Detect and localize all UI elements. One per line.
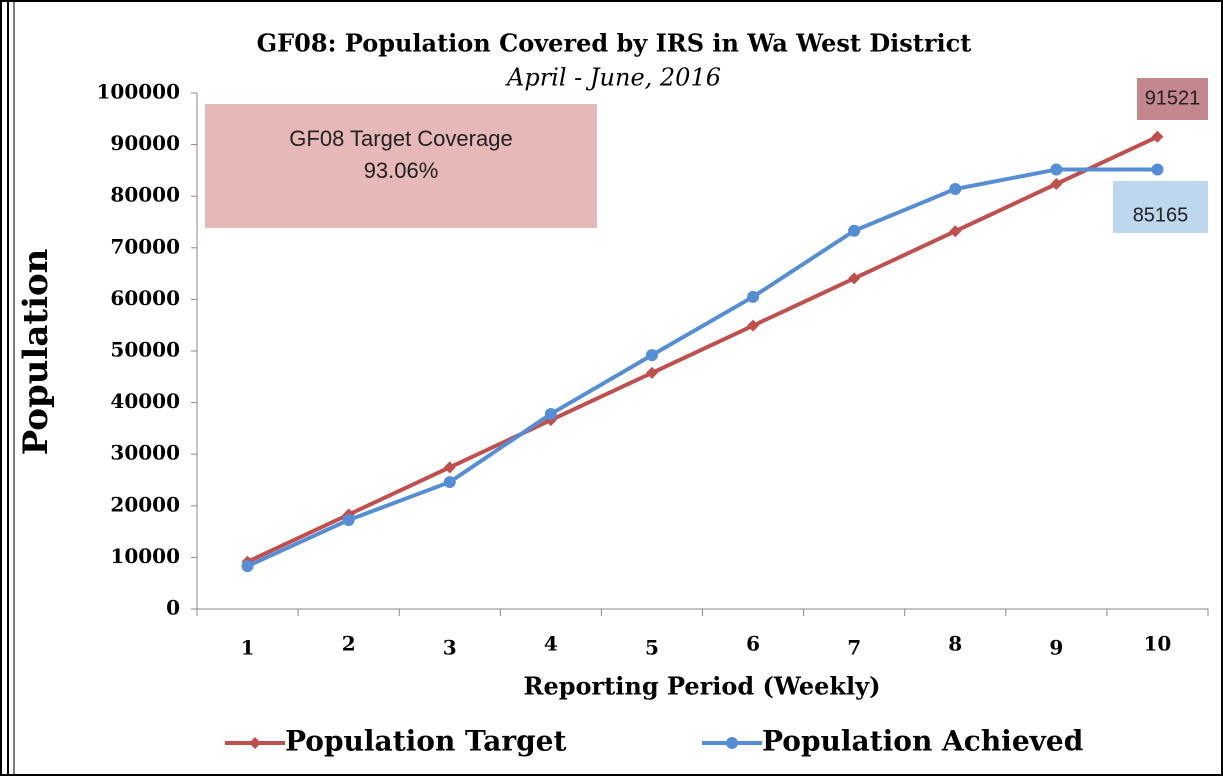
marker bbox=[747, 319, 760, 332]
y-tick-label: 90000 bbox=[110, 131, 180, 155]
data-label-box bbox=[1137, 78, 1208, 120]
y-tick-label: 80000 bbox=[110, 183, 180, 207]
y-tick-label: 40000 bbox=[110, 389, 180, 413]
y-axis-label: Population bbox=[16, 249, 56, 456]
legend-label: Population Target bbox=[285, 725, 566, 758]
x-tick-label: 9 bbox=[1049, 636, 1063, 660]
marker bbox=[1151, 130, 1164, 143]
legend-marker bbox=[726, 737, 738, 749]
data-label: 91521 bbox=[1145, 87, 1201, 109]
marker bbox=[848, 272, 861, 285]
chart-title: GF08: Population Covered by IRS in Wa We… bbox=[257, 29, 972, 58]
x-tick-label: 4 bbox=[544, 632, 558, 656]
marker bbox=[747, 290, 760, 303]
y-tick-label: 60000 bbox=[110, 286, 180, 310]
marker bbox=[1050, 177, 1063, 190]
chart-subtitle: April - June, 2016 bbox=[505, 64, 721, 92]
marker bbox=[645, 366, 658, 379]
marker bbox=[949, 225, 962, 238]
y-tick-label: 50000 bbox=[110, 338, 180, 362]
x-tick-label: 10 bbox=[1144, 632, 1172, 656]
marker bbox=[544, 407, 557, 420]
y-tick-label: 70000 bbox=[110, 234, 180, 258]
x-tick-label: 1 bbox=[241, 636, 255, 660]
y-tick-label: 0 bbox=[166, 596, 180, 620]
data-label-box bbox=[1113, 181, 1208, 233]
y-tick-label: 30000 bbox=[110, 441, 180, 465]
marker bbox=[443, 461, 456, 474]
y-tick-label: 100000 bbox=[97, 80, 181, 104]
x-tick-label: 6 bbox=[746, 632, 760, 656]
legend-marker bbox=[249, 737, 261, 749]
marker bbox=[342, 513, 355, 526]
x-tick-label: 2 bbox=[342, 632, 356, 656]
x-tick-label: 5 bbox=[645, 636, 659, 660]
marker bbox=[241, 560, 254, 573]
marker bbox=[1050, 163, 1063, 176]
annotation-title: GF08 Target Coverage bbox=[289, 126, 512, 151]
marker bbox=[443, 476, 456, 489]
marker bbox=[645, 349, 658, 362]
annotation-box bbox=[205, 104, 597, 228]
data-label: 85165 bbox=[1133, 204, 1189, 226]
marker bbox=[848, 224, 861, 237]
x-tick-label: 3 bbox=[443, 636, 457, 660]
x-axis-label: Reporting Period (Weekly) bbox=[524, 672, 881, 701]
x-tick-label: 7 bbox=[847, 636, 861, 660]
series-line bbox=[246, 134, 1159, 564]
y-tick-label: 20000 bbox=[110, 492, 180, 516]
marker bbox=[1151, 163, 1164, 176]
series-line bbox=[246, 167, 1158, 568]
marker bbox=[949, 182, 962, 195]
legend-label: Population Achieved bbox=[762, 725, 1083, 758]
y-tick-label: 10000 bbox=[110, 544, 180, 568]
x-tick-label: 8 bbox=[948, 632, 962, 656]
annotation-text: 93.06% bbox=[364, 158, 439, 183]
